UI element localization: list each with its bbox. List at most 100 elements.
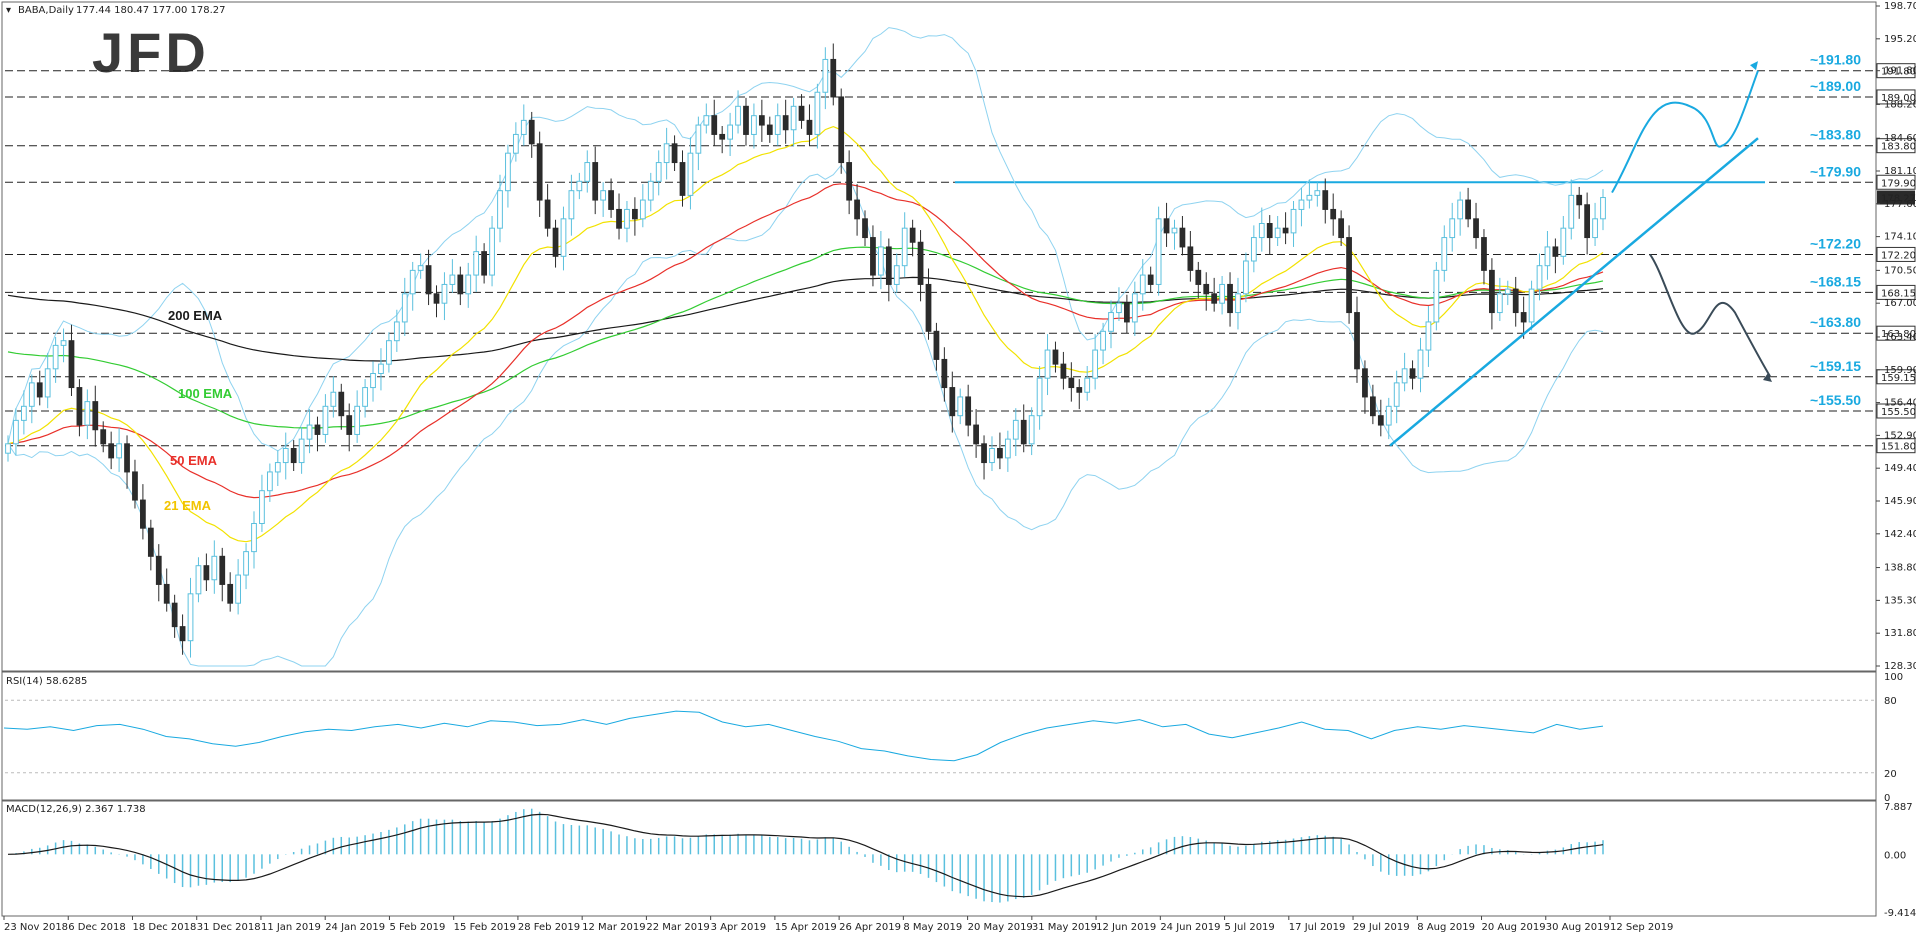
time-tick-label: 15 Apr 2019 bbox=[775, 922, 837, 933]
jfd-logo: JFD bbox=[92, 21, 210, 84]
candle-bull bbox=[370, 373, 376, 389]
candle-bull bbox=[512, 133, 519, 154]
candle-bear bbox=[671, 143, 678, 164]
level-tag-label: 183.80 bbox=[1881, 142, 1916, 153]
time-axis: 23 Nov 2018 6 Dec 2018 18 Dec 2018 31 Dec 2… bbox=[3, 916, 1673, 933]
candle-bear bbox=[1211, 293, 1218, 304]
candle-bull bbox=[1131, 293, 1138, 323]
candle-bear bbox=[140, 499, 146, 529]
candle-bear bbox=[1163, 218, 1170, 234]
candle-bull bbox=[465, 274, 472, 295]
candle-bull bbox=[576, 180, 583, 192]
candle-bear bbox=[1584, 204, 1591, 239]
time-tick-label: 20 Aug 2019 bbox=[1482, 922, 1546, 933]
candle-bull bbox=[1449, 218, 1456, 239]
price-grid bbox=[5, 70, 1876, 447]
candle-bull bbox=[1306, 194, 1313, 201]
candle-bull bbox=[1496, 293, 1503, 314]
candle-bear bbox=[314, 424, 321, 435]
candle-bear bbox=[608, 190, 614, 210]
candle-bear bbox=[1282, 227, 1289, 234]
rsi-indicator: 100 80 20 0 bbox=[3, 672, 1903, 804]
price-tick-label: 184.60 bbox=[1884, 133, 1916, 144]
chart-header: ▾ BABA,Daily 177.44 180.47 177.00 178.27 bbox=[6, 5, 226, 16]
level-label: ~163.80 bbox=[1810, 314, 1861, 330]
rsi-line bbox=[3, 710, 1604, 762]
candle-bull bbox=[647, 180, 654, 201]
price-tick-label: 181.10 bbox=[1884, 166, 1916, 177]
candle-bull bbox=[774, 115, 781, 135]
price-tick-label: 152.90 bbox=[1884, 430, 1916, 441]
macd-indicator: 7.887 0.00 -9.414 bbox=[7, 802, 1916, 919]
candle-bull bbox=[187, 593, 194, 642]
price-tick-label: 156.40 bbox=[1884, 398, 1916, 409]
ema21-label: 21 EMA bbox=[164, 498, 212, 513]
candle-bull bbox=[1393, 382, 1400, 407]
time-tick-label: 8 May 2019 bbox=[903, 922, 962, 933]
time-tick-label: 5 Jul 2019 bbox=[1225, 922, 1275, 933]
last-price-label: 178.27 bbox=[1881, 194, 1916, 205]
candle-bear bbox=[68, 340, 75, 389]
candle-bull bbox=[354, 405, 361, 435]
candle-bull bbox=[1012, 419, 1019, 440]
candle-bull bbox=[1219, 283, 1225, 304]
candle-bull bbox=[330, 391, 337, 407]
time-tick-label: 24 Jan 2019 bbox=[325, 922, 385, 933]
candle-bull bbox=[322, 405, 329, 435]
price-tick-label: 163.40 bbox=[1884, 332, 1916, 343]
level-tag-label: 179.90 bbox=[1881, 178, 1916, 189]
rsi-tick-label: 20 bbox=[1884, 769, 1897, 780]
candle-bull bbox=[473, 251, 480, 276]
price-tick-label: 128.30 bbox=[1884, 661, 1916, 672]
candle-bear bbox=[1076, 387, 1083, 393]
last-price-tag bbox=[1877, 190, 1915, 205]
candle-bear bbox=[36, 382, 43, 398]
candle-bull bbox=[639, 199, 646, 220]
rsi-tick-label: 80 bbox=[1884, 696, 1897, 707]
ema21-line bbox=[7, 125, 1604, 543]
time-tick-label: 18 Dec 2018 bbox=[132, 922, 196, 933]
candle-bull bbox=[1084, 377, 1091, 393]
candle-bull bbox=[1425, 321, 1432, 351]
macd-title: MACD(12,26,9) 2.367 1.738 bbox=[6, 804, 146, 815]
candle-bull bbox=[401, 293, 408, 323]
candle-bear bbox=[798, 105, 805, 121]
candle-bear bbox=[1203, 283, 1210, 295]
price-tick-label: 195.20 bbox=[1884, 34, 1916, 45]
candle-bull bbox=[52, 344, 59, 370]
candlesticks bbox=[5, 43, 1606, 658]
candle-bull bbox=[1139, 274, 1146, 295]
candle-bear bbox=[981, 443, 987, 464]
candle-bull bbox=[655, 162, 662, 182]
candle-bull bbox=[1401, 368, 1408, 384]
candle-bear bbox=[1020, 419, 1027, 445]
time-tick-label: 12 Sep 2019 bbox=[1610, 922, 1673, 933]
candle-bear bbox=[1187, 246, 1194, 271]
candle-bear bbox=[854, 199, 860, 220]
candle-bull bbox=[84, 401, 91, 426]
bullish-arrowhead bbox=[1750, 61, 1758, 71]
candle-bear bbox=[1060, 363, 1067, 379]
candle-bear bbox=[766, 124, 773, 135]
candle-bear bbox=[227, 583, 234, 604]
candle-bull bbox=[393, 321, 400, 342]
candle-bear bbox=[346, 415, 353, 435]
candle-bull bbox=[298, 438, 305, 464]
candle-bear bbox=[1322, 190, 1329, 210]
time-tick-label: 30 Aug 2019 bbox=[1546, 922, 1610, 933]
candle-bear bbox=[290, 448, 297, 464]
candle-bull bbox=[28, 382, 35, 407]
candle-bear bbox=[1465, 199, 1471, 220]
time-tick-label: 12 Mar 2019 bbox=[582, 922, 645, 933]
level-tag bbox=[1876, 89, 1916, 105]
candle-bull bbox=[1560, 227, 1567, 257]
candle-bear bbox=[433, 293, 440, 304]
time-tick-label: 8 Aug 2019 bbox=[1417, 922, 1475, 933]
bollinger-upper bbox=[7, 27, 1604, 452]
candle-bear bbox=[76, 387, 83, 426]
level-tag-label: 191.80 bbox=[1881, 67, 1916, 78]
candle-bull bbox=[727, 124, 733, 140]
candle-bull bbox=[195, 565, 202, 595]
macd-tick-label: 0.00 bbox=[1884, 850, 1906, 861]
candle-bear bbox=[1354, 312, 1360, 370]
